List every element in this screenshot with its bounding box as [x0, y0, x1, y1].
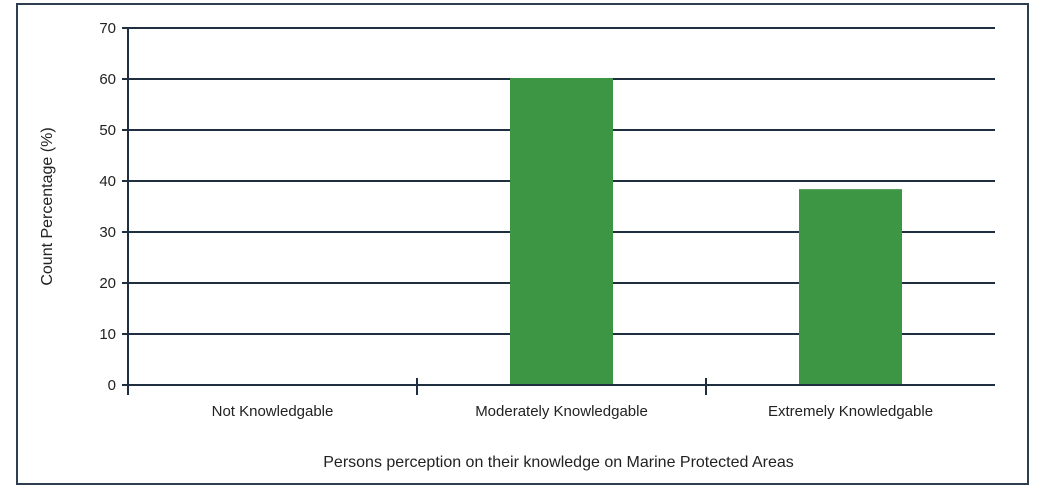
y-axis-title: Count Percentage (%): [39, 127, 56, 285]
x-tick-label: Extremely Knowledgable: [768, 403, 933, 420]
x-tick-labels: Not Knowledgable Moderately Knowledgable E…: [212, 378, 933, 420]
bars: [510, 77, 902, 385]
y-tick-label: 30: [99, 224, 116, 241]
bar-moderately-knowledgable: [510, 77, 613, 385]
x-tick-label: Not Knowledgable: [212, 403, 334, 420]
y-tick-label: 10: [99, 326, 116, 343]
y-tick-label: 70: [99, 20, 116, 37]
x-axis-title: Persons perception on their knowledge on…: [323, 454, 794, 471]
bar-extremely-knowledgable: [799, 189, 902, 385]
y-tick-label: 0: [108, 377, 116, 394]
y-tick-label: 50: [99, 122, 116, 139]
y-tick-labels: 0 10 20 30 40 50 60 70: [99, 20, 128, 394]
y-tick-label: 20: [99, 275, 116, 292]
y-tick-label: 60: [99, 71, 116, 88]
x-tick-label: Moderately Knowledgable: [475, 403, 648, 420]
y-tick-label: 40: [99, 173, 116, 190]
